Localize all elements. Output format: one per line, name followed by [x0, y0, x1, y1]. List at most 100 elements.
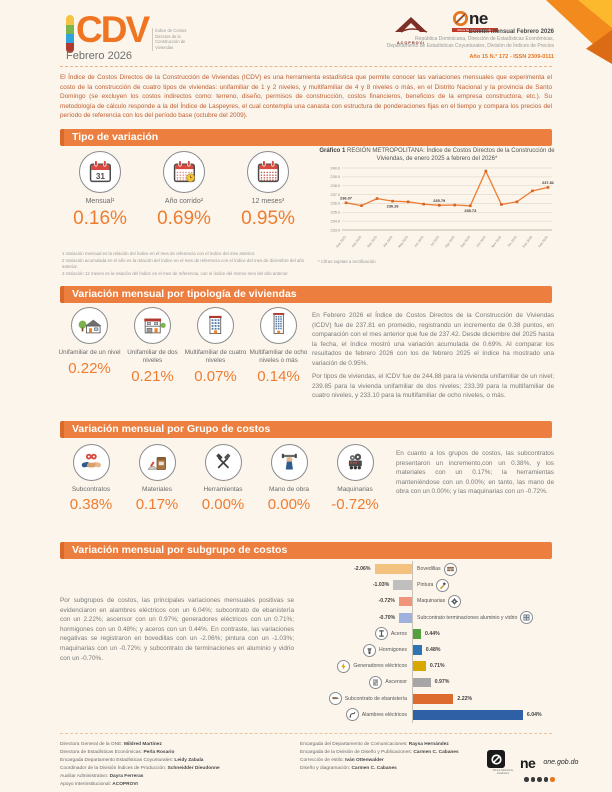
bar — [413, 693, 454, 704]
stat: Multifamiliar de cuatro niveles 0.07% — [184, 307, 247, 385]
bar-value: -2.06% — [354, 566, 371, 572]
calendar-year-icon — [163, 151, 205, 193]
materials-icon — [138, 444, 176, 481]
one-o-slash-icon — [452, 10, 469, 27]
building-eight-levels-icon — [260, 307, 297, 344]
svg-text:235.79: 235.79 — [433, 198, 446, 203]
credit-line: Corrección de estilo: Iván Ottenwalder — [300, 757, 515, 765]
credit-name: Perla Rosario — [143, 749, 175, 755]
svg-text:235.0: 235.0 — [330, 211, 340, 215]
bar — [398, 596, 412, 607]
bar-category-label: Alambres eléctricos — [361, 711, 407, 718]
credit-name: Dayra Ferreras — [109, 773, 144, 779]
credit-role: Encargada del Departamento de Comunicaci… — [300, 742, 409, 747]
bar-category-label: Hormigones — [379, 647, 407, 653]
svg-text:Jul 2025: Jul 2025 — [429, 235, 440, 247]
facebook-icon — [524, 777, 529, 782]
stat-value: 0.00% — [267, 496, 311, 513]
house-two-levels-icon — [134, 307, 171, 344]
house-one-level-icon — [71, 307, 108, 344]
stat-label: Mensual¹ — [85, 198, 115, 205]
bar — [413, 677, 431, 688]
bar-category-label: Generadores eléctricos — [353, 663, 407, 670]
svg-text:Feb 2025: Feb 2025 — [351, 235, 363, 248]
credit-role: Diseño y diagramación: — [300, 765, 352, 771]
credit-name: Leidy Zabala — [174, 757, 204, 763]
housing-type-stats: Unifamiliar de un nivel 0.22% Unifamiliar … — [58, 307, 312, 385]
acoprovi-logo: ACOPROVI — [391, 13, 431, 45]
bar-category: Ascensor — [369, 674, 407, 690]
building-four-levels-icon — [197, 307, 234, 344]
svg-text:240.0: 240.0 — [330, 166, 340, 170]
stat: Unifamiliar de un nivel 0.22% — [58, 307, 121, 385]
tipologia-paragraph-2: Por tipos de viviendas, el ICDV fue de 2… — [312, 373, 554, 400]
twitter-icon — [530, 777, 536, 782]
bar — [413, 661, 426, 672]
stat-value: 0.17% — [135, 496, 179, 513]
subgrupos-paragraph: Por subgrupos de costos, las principales… — [60, 597, 294, 662]
bar-category-label: Maquinarias — [417, 598, 446, 605]
bar-value: -0.70% — [378, 614, 396, 621]
bulletin-period: Febrero 2026 — [66, 50, 133, 62]
bar-category: Alambres eléctricos — [345, 707, 407, 723]
stat-label: Unifamiliar de dos niveles — [127, 349, 178, 365]
stat: Mano de obra 0.00% — [256, 444, 322, 513]
credit-line: Directora de Estadísticas Económicas: Pe… — [60, 749, 292, 757]
subgroup-bar-chart: -2.06% Bovedillas -1.03% Pintura -0.72% Maqui… — [300, 561, 560, 729]
bulletin-dept-line: Departamento de Estadísticas Coyunturale… — [386, 42, 554, 49]
svg-text:Ago 2025: Ago 2025 — [444, 235, 456, 248]
bar-category: Generadores eléctricos — [337, 658, 407, 674]
line-chart-svg: 240.0 239.0 238.0 237.0 236.0 235.0 234.0 233.0… — [330, 166, 554, 248]
bar-category-label: Ascensor — [385, 679, 407, 686]
acoprovi-label: ACOPROVI — [396, 41, 426, 45]
stat-value: 0.38% — [69, 496, 113, 513]
credit-role: Apoyo Interinstitucional: — [60, 781, 113, 787]
stat-value: 0.22% — [68, 360, 111, 378]
ebanisteria-icon — [328, 692, 342, 706]
svg-text:Nov 2025: Nov 2025 — [491, 235, 503, 248]
credit-line: Diseño y diagramación: Carmen C. Cabanes — [300, 765, 515, 773]
stat-value: 0.21% — [131, 368, 174, 386]
stat-label: Subcontratos — [71, 486, 111, 493]
stat: Subcontratos 0.38% — [58, 444, 124, 513]
chart1-footnote: * Cifras sujetas a rectificación — [318, 259, 376, 264]
bar-category: Subcontrato terminaciones aluminio y vid… — [417, 610, 534, 626]
stat-value: -0.72% — [331, 496, 379, 513]
stat: Materiales 0.17% — [124, 444, 190, 513]
variation-footnotes: 1 Variación mensual es la relación del í… — [62, 251, 312, 279]
icdv-logo-subtitle: Índice de Costos Directos de la Construc… — [152, 28, 186, 51]
bar-value: 0.71% — [429, 663, 445, 670]
stat: Año corrido² 0.69% — [142, 151, 226, 230]
tools-icon — [204, 444, 242, 481]
section-title-grupos: Variación mensual por Grupo de costos — [60, 421, 552, 438]
svg-text:236.0: 236.0 — [330, 202, 340, 206]
footer-divider — [60, 733, 552, 734]
bar-category-label: Subcontrato terminaciones aluminio y vid… — [417, 614, 518, 621]
bulletin-title: Boletín mensual Febrero 2026 — [468, 29, 554, 35]
bar-chart-axis — [411, 561, 413, 723]
stat-label: Mano de obra — [268, 486, 310, 493]
credit-role: Encargada de la División de Diseño y Pub… — [300, 749, 414, 755]
bulletin-info: Boletín mensual Febrero 2026 República D… — [387, 29, 554, 50]
svg-text:236.07: 236.07 — [340, 195, 352, 200]
svg-text:Sep 2025: Sep 2025 — [460, 235, 472, 248]
stat-value: 0.00% — [201, 496, 245, 513]
svg-text:238.0: 238.0 — [330, 184, 340, 188]
social-icons — [524, 777, 565, 782]
stat-value: 0.14% — [257, 368, 300, 386]
svg-text:234.0: 234.0 — [330, 219, 340, 223]
bar-category-label: Pintura — [417, 582, 434, 589]
bar-value: 6.04% — [526, 711, 542, 718]
bar-value: 0.48% — [425, 647, 441, 653]
one-gob-do-link: one.gob.do — [543, 759, 579, 766]
instagram-icon — [543, 777, 549, 782]
credit-role: Directora de Estadísticas Económicas: — [60, 749, 144, 755]
machinery-icon — [336, 444, 374, 481]
bar-value: -0.72% — [378, 598, 395, 605]
stat-value: 0.16% — [73, 208, 127, 229]
svg-text:Ene 2025: Ene 2025 — [335, 235, 347, 248]
tipologia-paragraph-1: En Febrero 2026 el Índice de Costos Dire… — [312, 312, 554, 368]
cost-group-stats: Subcontratos 0.38% Materiales 0.17% Herramie… — [58, 444, 390, 513]
stat: 12 meses³ 0.95% — [226, 151, 310, 230]
stat-label: Materiales — [142, 486, 172, 493]
